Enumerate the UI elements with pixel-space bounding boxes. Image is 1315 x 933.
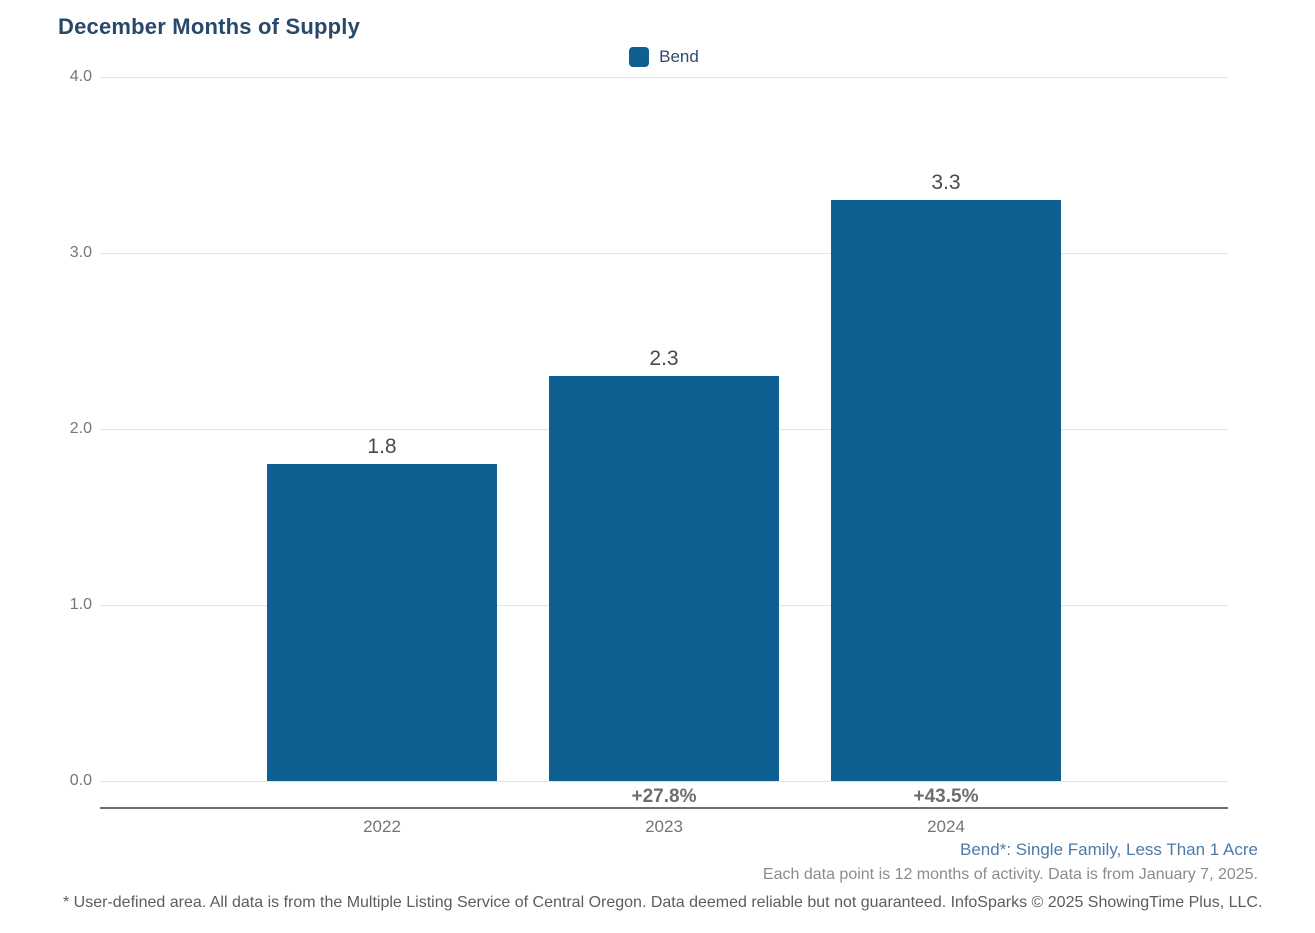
y-axis-tick-label-3.0: 3.0 — [69, 244, 92, 261]
x-axis-category-label-2023: 2023 — [645, 817, 683, 836]
y-axis-tick-label-1.0: 1.0 — [69, 596, 92, 613]
pct-change-label-2023: +27.8% — [631, 786, 697, 807]
bar-value-label-2024: 3.3 — [931, 171, 961, 194]
bar-value-label-2023: 2.3 — [649, 347, 679, 370]
bar-value-label-2022: 1.8 — [367, 435, 397, 458]
legend: Bend — [100, 47, 1228, 67]
gridline-3.0 — [100, 253, 1228, 254]
chart-title: December Months of Supply — [58, 14, 361, 39]
y-axis-tick-label-0.0: 0.0 — [69, 772, 92, 789]
bar-2022[interactable] — [267, 464, 497, 781]
y-axis-tick-label-4.0: 4.0 — [69, 68, 92, 85]
series-definition-note: Bend*: Single Family, Less Than 1 Acre — [960, 840, 1258, 859]
legend-swatch-icon[interactable] — [629, 47, 650, 67]
source-footnote: * User-defined area. All data is from th… — [63, 894, 1263, 911]
legend-label[interactable]: Bend — [659, 47, 699, 66]
bar-2023[interactable] — [549, 376, 779, 781]
x-axis-category-label-2024: 2024 — [927, 817, 965, 836]
pct-change-label-2024: +43.5% — [913, 786, 979, 807]
x-axis-category-label-2022: 2022 — [363, 817, 401, 836]
bar-2024[interactable] — [831, 200, 1061, 781]
gridline-4.0 — [100, 77, 1228, 78]
x-axis-line — [100, 807, 1228, 809]
gridline-0.0 — [100, 781, 1228, 782]
data-period-note: Each data point is 12 months of activity… — [762, 866, 1258, 883]
y-axis-tick-label-2.0: 2.0 — [69, 420, 92, 437]
